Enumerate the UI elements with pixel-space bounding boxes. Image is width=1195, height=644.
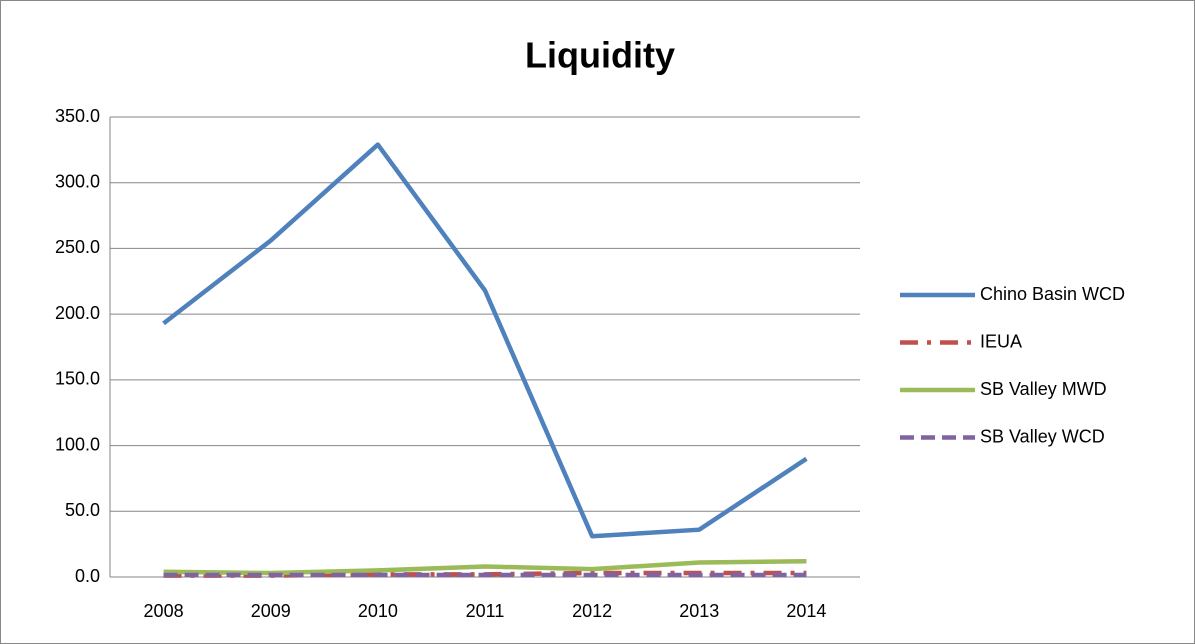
legend-label: SB Valley WCD [980, 426, 1105, 446]
y-tick-label: 150.0 [55, 369, 100, 389]
x-tick-label: 2013 [679, 601, 719, 621]
legend-label: SB Valley MWD [980, 379, 1107, 399]
x-tick-label: 2014 [786, 601, 826, 621]
y-tick-label: 100.0 [55, 434, 100, 454]
y-tick-label: 300.0 [55, 171, 100, 191]
series-line [162, 142, 808, 539]
y-tick-label: 250.0 [55, 237, 100, 257]
legend-label: IEUA [980, 331, 1022, 351]
chart-title: Liquidity [525, 35, 675, 76]
legend-label: Chino Basin WCD [980, 284, 1125, 304]
x-tick-label: 2008 [144, 601, 184, 621]
x-tick-label: 2009 [251, 601, 291, 621]
y-tick-label: 200.0 [55, 303, 100, 323]
x-tick-label: 2011 [466, 601, 505, 621]
x-tick-label: 2010 [358, 601, 398, 621]
y-tick-label: 50.0 [65, 500, 100, 520]
y-tick-label: 350.0 [55, 106, 100, 126]
x-tick-label: 2012 [572, 601, 612, 621]
y-tick-label: 0.0 [75, 566, 100, 586]
